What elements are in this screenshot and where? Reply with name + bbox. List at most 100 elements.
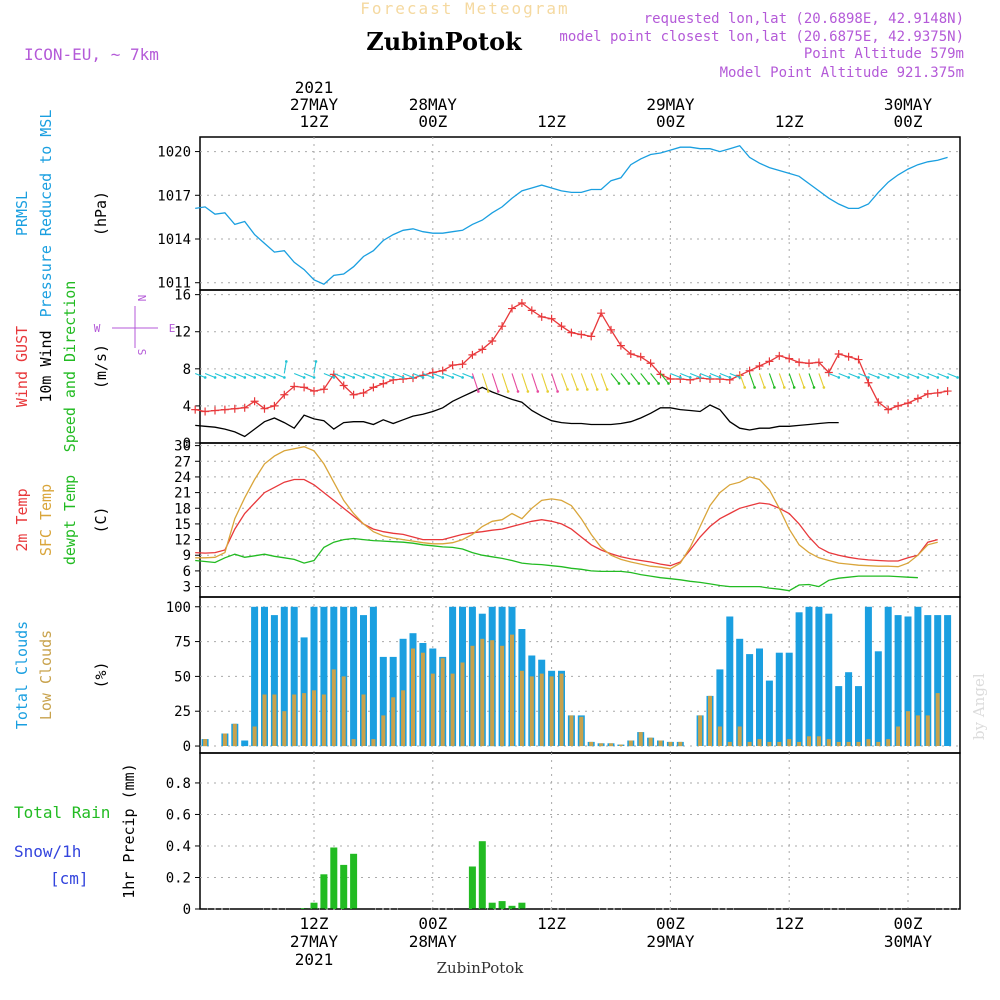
wind-arrow: [680, 372, 691, 378]
bar-total-clouds: [934, 615, 942, 746]
bar-low-clouds: [579, 716, 584, 747]
bottom-time-tick-label: 2021: [295, 950, 334, 969]
series-line-dewpt-temp: [195, 537, 918, 592]
y-tick-label: 0.2: [166, 870, 191, 886]
gust-marker: [904, 399, 912, 408]
bar-total-clouds: [924, 615, 932, 746]
bar-low-clouds: [420, 652, 425, 746]
gust-marker: [607, 325, 615, 334]
wind-arrow-head: [233, 376, 237, 379]
series-line-prmsl: [195, 144, 948, 285]
y-tick-label: 12: [174, 325, 191, 341]
wind-arrow: [283, 361, 287, 374]
bar-total-clouds: [379, 656, 387, 746]
gust-marker: [874, 398, 883, 407]
wind-arrow: [402, 372, 414, 378]
gust-marker: [597, 309, 606, 318]
wind-arrow-head: [451, 376, 455, 379]
wind-arrow: [937, 372, 948, 378]
wind-arrow-head: [273, 376, 276, 379]
compass-w: W: [94, 322, 101, 335]
gust-marker: [250, 397, 259, 406]
wind-arrow: [699, 372, 711, 378]
gust-marker: [646, 359, 655, 368]
gust-marker: [448, 361, 457, 370]
bar-total-clouds: [874, 651, 882, 746]
bar-low-clouds: [569, 715, 574, 746]
bar-low-clouds: [252, 726, 257, 746]
wind-arrow-head: [887, 376, 890, 379]
gust-marker: [805, 359, 813, 368]
gust-marker: [824, 368, 833, 377]
wind-arrow: [501, 373, 509, 392]
bar-low-clouds: [440, 658, 445, 747]
closest-coords: model point closest lon,lat (20.6875E, 4…: [559, 29, 964, 45]
gust-marker: [913, 394, 922, 403]
wind-arrow-head: [802, 386, 806, 389]
wind-arrow: [670, 372, 681, 378]
y-tick-label: 75: [174, 635, 191, 651]
bar-low-clouds: [529, 676, 534, 746]
wind-arrow: [580, 373, 588, 390]
wind-arrow-head: [605, 388, 609, 391]
wind-arrow: [818, 373, 825, 388]
wind-arrow-head: [698, 376, 702, 379]
bottom-time-tick-label: 12Z: [775, 914, 804, 933]
requested-coords: requested lon,lat (20.6898E, 42.9148N): [644, 11, 964, 27]
bottom-time-tick-label: 00Z: [894, 914, 923, 933]
bar-low-clouds: [292, 694, 297, 746]
chart-title: Forecast Meteogram: [360, 0, 569, 18]
top-time-tick-label: 12Z: [300, 112, 329, 131]
wind-arrow: [947, 372, 958, 378]
top-time-tick-label: 00Z: [656, 112, 685, 131]
gust-marker: [616, 341, 625, 350]
bar-low-clouds: [539, 673, 544, 746]
y-tick-label: 100: [166, 600, 191, 616]
panel-label: SFC Temp: [37, 484, 55, 556]
bottom-time-tick-label: 30MAY: [884, 932, 933, 951]
y-tick-label: 0: [183, 739, 191, 755]
y-tick-label: 1011: [157, 276, 191, 292]
bar-low-clouds: [361, 694, 366, 746]
wind-arrow-head: [667, 382, 670, 385]
panel-label: Total Rain: [14, 803, 110, 822]
bar-low-clouds: [698, 715, 703, 746]
gust-marker: [300, 383, 309, 392]
gust-marker: [933, 388, 942, 397]
bar-total-clouds: [369, 606, 377, 747]
bar-low-clouds: [262, 694, 267, 746]
unit-label: (hPa): [92, 191, 110, 236]
panel-label: Low Clouds: [37, 630, 55, 720]
bar-total-clouds: [944, 615, 952, 746]
bar-low-clouds: [371, 739, 376, 747]
wind-arrow: [887, 372, 899, 378]
gust-marker: [478, 345, 487, 354]
wind-arrow: [452, 372, 463, 378]
y-tick-label: 0: [183, 436, 191, 452]
wind-arrow: [323, 372, 335, 378]
wind-arrow: [462, 372, 473, 378]
wind-arrow-head: [916, 376, 920, 379]
y-tick-label: 15: [174, 517, 191, 533]
top-time-tick-label: 29MAY: [646, 95, 695, 114]
panel-pressure: 1011 1014 1017 1020 PRMSL Pressure Reduced to…: [13, 110, 961, 317]
wind-arrow-head: [822, 386, 826, 389]
bar-total-clouds: [775, 652, 783, 746]
wind-arrow-head: [637, 382, 641, 385]
bottom-time-tick-label: 00Z: [656, 914, 685, 933]
gust-marker: [745, 366, 754, 375]
wind-arrow: [392, 372, 404, 378]
wind-arrow: [353, 372, 364, 378]
gust-marker: [349, 390, 358, 399]
bar-total-rain: [498, 901, 506, 909]
bar-low-clouds: [876, 741, 881, 747]
bar-low-clouds: [658, 740, 663, 747]
gust-marker: [379, 379, 388, 388]
wind-arrow: [234, 372, 246, 378]
wind-arrow: [194, 372, 206, 378]
wind-arrow: [412, 372, 424, 378]
bar-low-clouds: [490, 640, 495, 747]
wind-arrow: [788, 373, 795, 388]
bottom-time-tick-label: 28MAY: [409, 932, 458, 951]
